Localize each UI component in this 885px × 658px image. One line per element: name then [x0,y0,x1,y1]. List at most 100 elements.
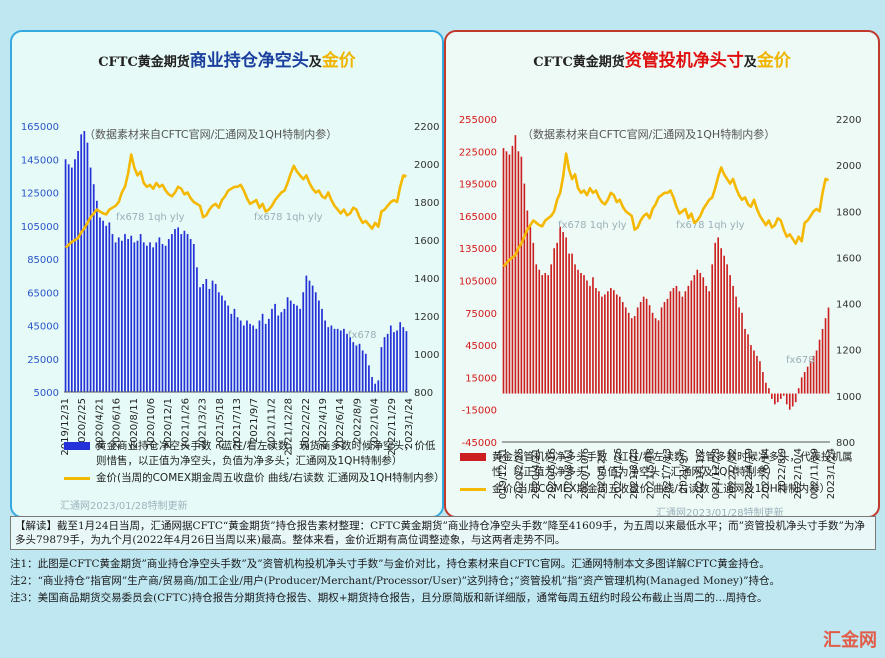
x-tick-label: 2021/3/23 [198,398,209,449]
bar [726,264,728,394]
right-legend-bar-swatch [460,453,486,461]
bar [517,151,520,394]
bar [821,328,824,394]
bar [402,327,405,392]
bar [80,134,83,392]
x-tick-label: 2020/8/11 [564,448,575,499]
bar [255,328,258,392]
bar [95,200,98,392]
left-ytick-label: 105000 [21,222,59,233]
bar [624,307,627,394]
bar [735,296,737,394]
left-ytick-label: 45000 [465,341,497,352]
bar [615,294,618,394]
bar [544,272,547,394]
left-ytick-label: 145000 [21,155,59,166]
watermark-text: fx678 1qh yly [116,212,185,223]
x-tick-label: 2022/4/19 [744,448,755,499]
right-ytick-label: 1200 [836,346,861,357]
right-ytick-label: 800 [414,388,433,399]
x-tick-label: 2021/11/2 [695,448,706,499]
bar [541,275,544,394]
bar [508,154,511,394]
right-credit: 汇通网2023/01/28特制更新 [656,508,784,519]
x-tick-label: 2020/6/16 [112,398,123,449]
left-chart-svg: （数据素材来自CFTC官网/汇通网及1QH特制内参） 5000 25000 45000… [21,122,440,456]
bar [92,184,95,392]
right-ytick-label: 800 [836,438,855,449]
left-source-note: （数据素材来自CFTC官网/汇通网及1QH特制内参） [84,127,337,141]
bar [130,235,133,392]
bar [358,343,361,392]
right-legend-bar-entry: 黄金资管机构净多头手数（红柱/看左读数，资管多数时候净多头，代表投机属性，以正值… [460,450,872,480]
left-ytick-label: 5000 [34,388,59,399]
bar [242,325,245,392]
bar [574,264,576,394]
bar [729,275,731,394]
bar [639,302,642,394]
bar [708,291,711,394]
x-tick-label: 2022/6/14 [760,448,771,499]
x-tick-label: 2021/11/2 [266,398,277,449]
bar [192,244,195,392]
right-ytick-label: 1000 [414,350,439,361]
bar [261,313,264,392]
site-logo: 汇金网 [823,630,877,651]
bar [318,300,320,392]
left-legend-line-swatch [64,477,90,480]
bar [271,308,273,393]
interpretation-text: 【解读】截至1月24日当周，汇通网据CFTC“黄金期货”持仓报告素材整理：CFT… [10,516,876,550]
bar [696,269,699,394]
bar [274,303,276,392]
bar [559,226,561,394]
bar [383,337,386,392]
bar [133,242,136,393]
x-tick-label: 2022/6/14 [335,398,346,449]
right-legend-line-text: 金价(当周COMEX期金周五收盘价 曲线/右读数 汇通网及1QH特制内参） [492,483,831,495]
bar [738,307,740,394]
bar [630,318,633,394]
x-tick-label: 2021/12/28 [711,448,722,500]
gold-price-line [502,152,829,268]
bar [690,280,693,394]
left-credit: 汇通网2023/01/28特制更新 [60,501,188,512]
bar [174,229,176,392]
bar [361,350,364,392]
bar [771,393,773,399]
x-tick-label: 2021/9/7 [249,398,260,443]
x-tick-label: 2021/1/26 [613,448,624,499]
bar [809,361,812,394]
bar [221,295,223,392]
bar [155,242,158,393]
bar [666,298,669,394]
bar [723,255,725,394]
bar [161,244,164,392]
left-ytick-label: 85000 [27,255,59,266]
bar [189,239,192,392]
bar [74,159,76,392]
bar [380,347,383,392]
bar [120,240,123,392]
bar [146,245,148,392]
bar [818,339,821,394]
x-tick-label: 2023/1/24 [826,448,837,499]
right-legend-line-swatch [460,488,486,491]
left-chart-title: CFTC黄金期货商业持仓净空头及金价 [12,46,442,71]
bar [526,210,529,394]
right-chart-svg: （数据素材来自CFTC官网/汇通网及1QH特制内参） -45000 -15000 15… [459,115,862,500]
bar [586,280,588,394]
bar [296,305,298,392]
note-1: 注1：此图是CFTC黄金期货”商业持仓净空头手数”及”资管机构投机净头寸手数”与… [10,558,770,570]
bar [86,142,89,393]
bar [747,334,749,394]
left-ytick-label: 125000 [21,189,59,200]
x-tick-label: 2021/3/23 [629,448,640,499]
bar [768,388,770,394]
left-ytick-label: -45000 [462,438,497,449]
right-chart-panel: CFTC黄金期货资管投机净头寸及金价 （数据素材来自CFTC官网/汇通网及1QH… [444,30,880,519]
bar [538,269,541,394]
bar [280,312,283,392]
right-ytick-label: 2200 [414,122,439,133]
bar [136,240,139,392]
bar [214,283,217,392]
